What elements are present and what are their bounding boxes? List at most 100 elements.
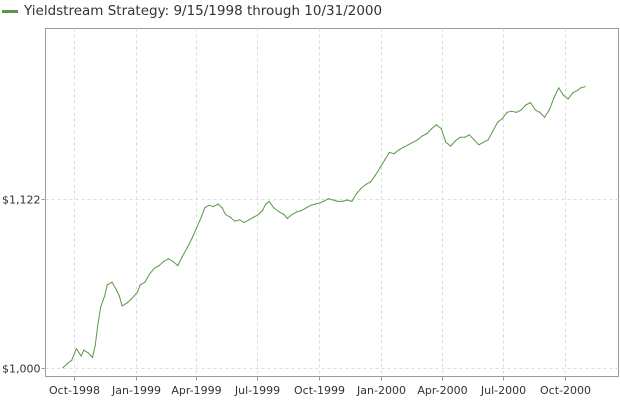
data-point (149, 273, 151, 275)
series-layer (62, 86, 586, 369)
data-point (234, 220, 236, 222)
x-tick-label: Oct-1999 (294, 384, 345, 397)
data-point (346, 199, 348, 201)
data-point (212, 206, 214, 208)
data-point (62, 367, 64, 369)
data-point (111, 281, 113, 283)
data-point (136, 291, 139, 293)
data-point (139, 284, 141, 286)
data-point (525, 104, 527, 106)
data-point (265, 203, 267, 205)
plot-frame (45, 28, 619, 377)
data-point (121, 305, 123, 307)
data-point (163, 260, 165, 263)
data-point (576, 89, 579, 91)
data-point (224, 213, 227, 216)
x-tick-label: Jul-1999 (234, 384, 280, 397)
data-point (248, 219, 250, 221)
data-point (379, 167, 381, 169)
data-point (100, 306, 102, 308)
series-line (62, 86, 586, 369)
data-point (351, 200, 353, 202)
x-tick-label: Apr-2000 (417, 384, 467, 397)
data-point (355, 192, 358, 195)
data-point (468, 134, 470, 136)
grid (45, 28, 619, 377)
data-point (398, 149, 400, 151)
data-point (558, 87, 560, 89)
data-point (553, 97, 555, 99)
data-point (337, 200, 339, 202)
data-point (104, 295, 106, 297)
data-point (426, 132, 428, 135)
data-point (229, 216, 231, 218)
data-point (360, 187, 362, 189)
legend-label: Yieldstream Strategy: 9/15/1998 through … (24, 3, 383, 19)
data-point (126, 302, 128, 304)
data-point (130, 298, 133, 300)
data-point (402, 146, 405, 148)
data-point (273, 207, 275, 209)
data-point (204, 207, 206, 209)
data-point (506, 111, 508, 113)
data-point (473, 139, 475, 141)
x-axis-ticks: Oct-1998 Jan-1999 Apr-1999 Jul-1999 Oct-1999… (49, 376, 591, 397)
data-point (286, 217, 288, 220)
data-point (257, 213, 259, 216)
data-point (529, 101, 532, 104)
data-point (459, 136, 461, 138)
data-point (181, 255, 184, 257)
data-point (80, 355, 82, 357)
data-point (75, 348, 77, 350)
data-point (310, 204, 312, 206)
data-point (87, 352, 90, 354)
data-point (548, 109, 550, 111)
data-point (365, 183, 367, 185)
data-point (71, 359, 73, 361)
data-point (482, 141, 485, 143)
data-point (208, 204, 210, 206)
data-point (261, 210, 264, 212)
data-point (115, 288, 117, 290)
x-tick-label: Oct-1998 (49, 384, 100, 397)
data-point (534, 109, 536, 111)
data-point (478, 144, 480, 146)
x-tick-label: Oct-2000 (540, 384, 591, 397)
data-point (106, 284, 108, 286)
data-point (487, 139, 489, 141)
data-point (450, 145, 452, 147)
data-point (384, 159, 386, 161)
data-point (511, 110, 513, 112)
data-point (572, 92, 574, 94)
data-point (94, 345, 96, 347)
data-point (562, 94, 565, 96)
data-point (435, 124, 438, 126)
data-point (421, 135, 423, 137)
data-point (300, 210, 302, 212)
data-point (374, 174, 376, 176)
data-point (393, 153, 395, 155)
data-point (544, 116, 546, 118)
y-axis-ticks: $1,000 $1,122 (2, 194, 46, 376)
data-point (196, 227, 198, 229)
data-point (153, 267, 155, 269)
data-point (253, 216, 255, 218)
data-point (515, 111, 518, 113)
data-point (67, 362, 69, 364)
data-point (567, 98, 569, 100)
data-point (243, 221, 245, 224)
data-point (191, 237, 193, 240)
data-point (217, 203, 219, 205)
data-point (440, 127, 442, 130)
x-tick-label: Jan-1999 (111, 384, 161, 397)
data-point (580, 87, 582, 89)
data-point (412, 141, 414, 143)
data-point (283, 213, 285, 216)
data-point (539, 111, 541, 113)
data-point (520, 109, 522, 111)
data-point (497, 121, 499, 123)
x-tick-label: Jan-2000 (356, 384, 406, 397)
data-point (464, 136, 466, 138)
data-point (584, 86, 586, 88)
